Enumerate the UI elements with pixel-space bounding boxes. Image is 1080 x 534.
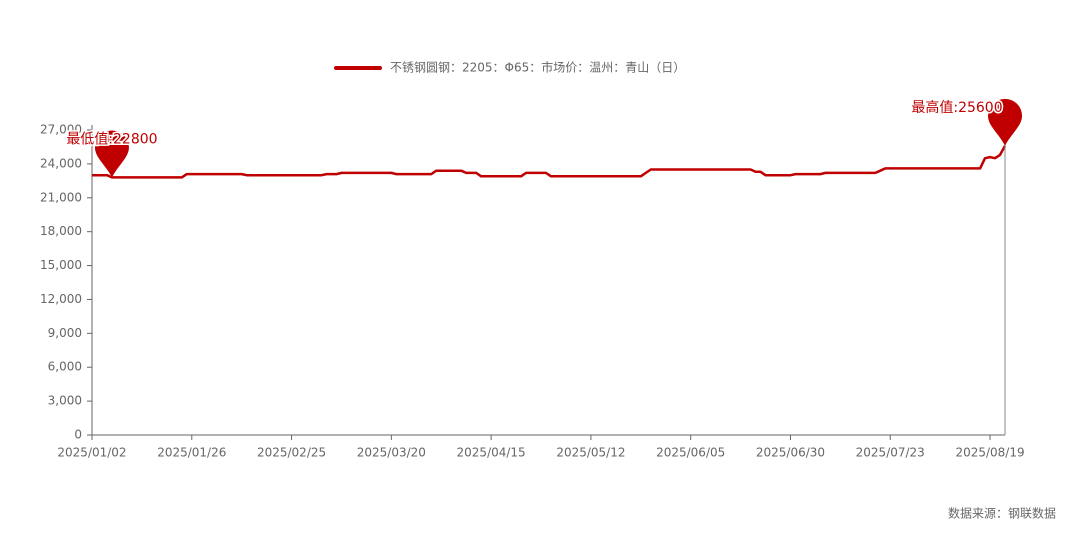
marker-label: 最低值:22800 <box>66 131 157 147</box>
y-tick-label: 9,000 <box>48 326 82 340</box>
y-tick-label: 0 <box>74 428 82 442</box>
x-tick-label: 2025/04/15 <box>457 446 526 460</box>
y-tick-label: 3,000 <box>48 394 82 408</box>
source: 数据来源：钢联数据 <box>948 506 1056 521</box>
y-tick-label: 24,000 <box>40 156 82 170</box>
x-tick-label: 2025/02/25 <box>257 446 326 460</box>
legend-label: 不锈钢圆钢：2205：Φ65：市场价：温州：青山（日） <box>390 60 685 75</box>
y-tick-label: 15,000 <box>40 258 82 272</box>
x-tick-label: 2025/03/20 <box>357 446 426 460</box>
marker-pin <box>988 98 1022 146</box>
marker-pin <box>94 130 129 178</box>
marker-label: 最高值:25600 <box>911 99 1002 116</box>
y-tick-label: 27,000 <box>40 123 82 137</box>
series-line <box>92 145 1007 179</box>
y-tick-label: 21,000 <box>40 190 82 204</box>
x-tick-label: 2025/06/30 <box>756 446 825 460</box>
y-tick-label: 12,000 <box>40 292 82 306</box>
x-tick-label: 2025/01/26 <box>157 446 226 460</box>
x-tick-label: 2025/08/19 <box>955 446 1024 460</box>
y-tick-label: 6,000 <box>48 360 82 374</box>
x-tick-label: 2025/01/02 <box>57 446 126 460</box>
x-tick-label: 2025/06/05 <box>656 446 725 460</box>
y-tick-label: 18,000 <box>40 224 82 238</box>
x-tick-label: 2025/07/23 <box>856 446 925 460</box>
x-tick-label: 2025/05/12 <box>556 446 625 460</box>
